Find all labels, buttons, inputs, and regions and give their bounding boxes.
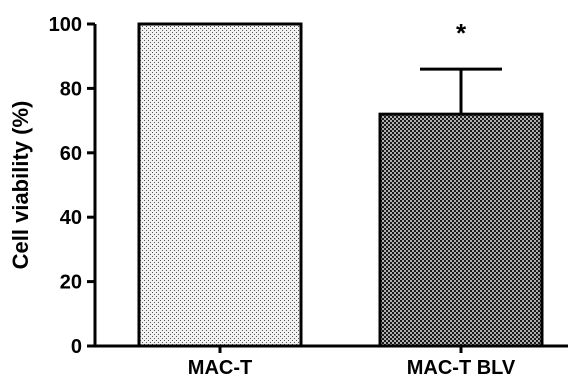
y-tick-label: 0 — [71, 336, 82, 358]
y-tick-label: 80 — [60, 78, 82, 100]
x-tick-label: MAC-T BLV — [407, 357, 516, 379]
significance-asterisk: * — [456, 18, 467, 48]
y-tick-label: 60 — [60, 143, 82, 165]
x-axis-labels: MAC-T MAC-T BLV — [188, 346, 516, 379]
bar-mac-t-blv — [378, 112, 544, 348]
y-tick-label: 40 — [60, 207, 82, 229]
bars — [137, 22, 544, 348]
annotations: * — [456, 18, 467, 48]
y-tick-label: 20 — [60, 272, 82, 294]
error-bars — [420, 67, 502, 115]
y-axis-ticks: 0 20 40 60 80 100 — [49, 14, 95, 358]
bar-mac-t — [137, 22, 303, 348]
x-tick-label: MAC-T — [188, 357, 252, 379]
y-axis-title: Cell viability (%) — [8, 101, 33, 270]
y-tick-label: 100 — [49, 14, 82, 36]
